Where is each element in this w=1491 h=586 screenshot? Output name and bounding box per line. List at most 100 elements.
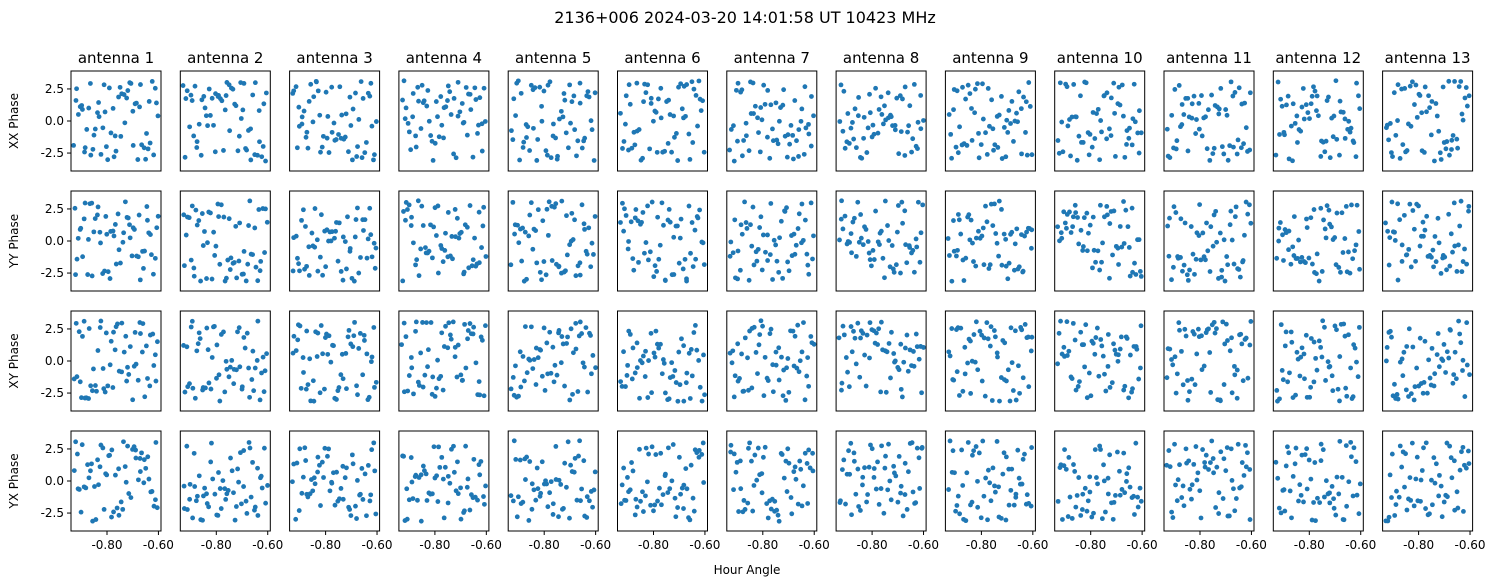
data-point [109,514,114,520]
data-point [843,355,849,360]
data-point [299,121,305,127]
data-point [1327,364,1333,369]
data-point [200,517,205,523]
data-point [660,492,666,497]
data-point [620,146,625,151]
data-point [994,350,1000,356]
scatter-points [1055,440,1144,522]
panel-title: antenna 13 [1385,49,1471,67]
data-point [463,85,469,90]
data-point [1221,456,1227,462]
data-point [656,345,662,351]
data-point [1006,108,1012,113]
data-point [885,223,890,228]
data-point [143,465,149,471]
data-point [1221,151,1227,157]
data-point [95,457,100,463]
scatter-points [618,440,707,523]
data-point [760,454,766,460]
panel-frame [944,190,1036,292]
x-tick-label: -0.60 [1127,538,1158,552]
data-point [104,231,110,237]
panel-4-5: -0.80 -0.60 [507,430,611,552]
data-point [784,154,790,160]
data-point [102,268,107,274]
data-point [1226,513,1232,519]
data-point [618,220,623,225]
data-point [1124,141,1129,147]
data-point [973,263,979,269]
data-point [960,84,965,90]
data-point [317,462,322,468]
x-axis-label: Hour Angle [714,563,781,577]
data-point [1164,375,1170,381]
data-point [1247,90,1253,96]
data-point [746,148,752,154]
data-point [252,80,258,86]
data-point [1322,149,1328,155]
data-point [1113,492,1118,498]
panel-frame [1272,430,1364,532]
data-point [1450,249,1455,255]
y-tick-label: -2.5 [41,506,64,520]
data-point [623,498,629,503]
data-point [627,331,633,337]
data-point [796,369,802,375]
data-point [1287,488,1293,494]
data-point [1412,102,1417,107]
data-point [1408,264,1414,270]
data-point [1406,326,1412,332]
data-point [1450,380,1456,386]
data-point [152,85,158,91]
data-point [1072,337,1078,343]
data-point [1075,384,1081,389]
data-point [684,486,690,492]
data-point [1394,488,1399,494]
data-point [425,364,430,370]
data-point [1026,384,1032,390]
data-point [524,370,530,376]
data-point [1429,477,1434,483]
data-point [845,369,850,375]
data-point [467,321,473,326]
data-point [1173,390,1179,396]
data-point [1099,516,1105,522]
data-point [1299,104,1305,110]
data-point [795,501,801,507]
data-point [1318,344,1324,350]
data-point [988,498,994,504]
data-point [1401,212,1407,218]
data-point [409,365,415,371]
data-point [840,226,846,232]
data-point [206,504,212,510]
data-point [1098,118,1104,123]
data-point [315,469,320,475]
data-point [742,199,747,205]
data-point [843,501,848,507]
data-point [880,255,886,261]
data-point [451,96,457,101]
data-point [794,365,800,371]
data-point [326,333,332,339]
scatter-points [1165,199,1254,284]
data-point [527,459,533,464]
data-point [255,465,260,471]
data-point [539,277,544,283]
data-point [839,467,845,473]
data-point [141,145,147,151]
data-point [659,200,665,206]
data-point [690,140,696,145]
data-point [1304,216,1309,222]
data-point [982,393,988,399]
data-point [1189,496,1194,502]
y-axis-label: XX Phase [7,93,21,149]
data-point [1009,99,1015,104]
panel-title: antenna 3 [296,49,372,67]
data-point [355,392,360,398]
data-point [641,99,646,105]
data-point [1069,376,1075,381]
data-point [986,266,992,271]
data-point [1095,248,1101,254]
data-point [520,354,526,359]
panel-2-9 [944,190,1036,292]
